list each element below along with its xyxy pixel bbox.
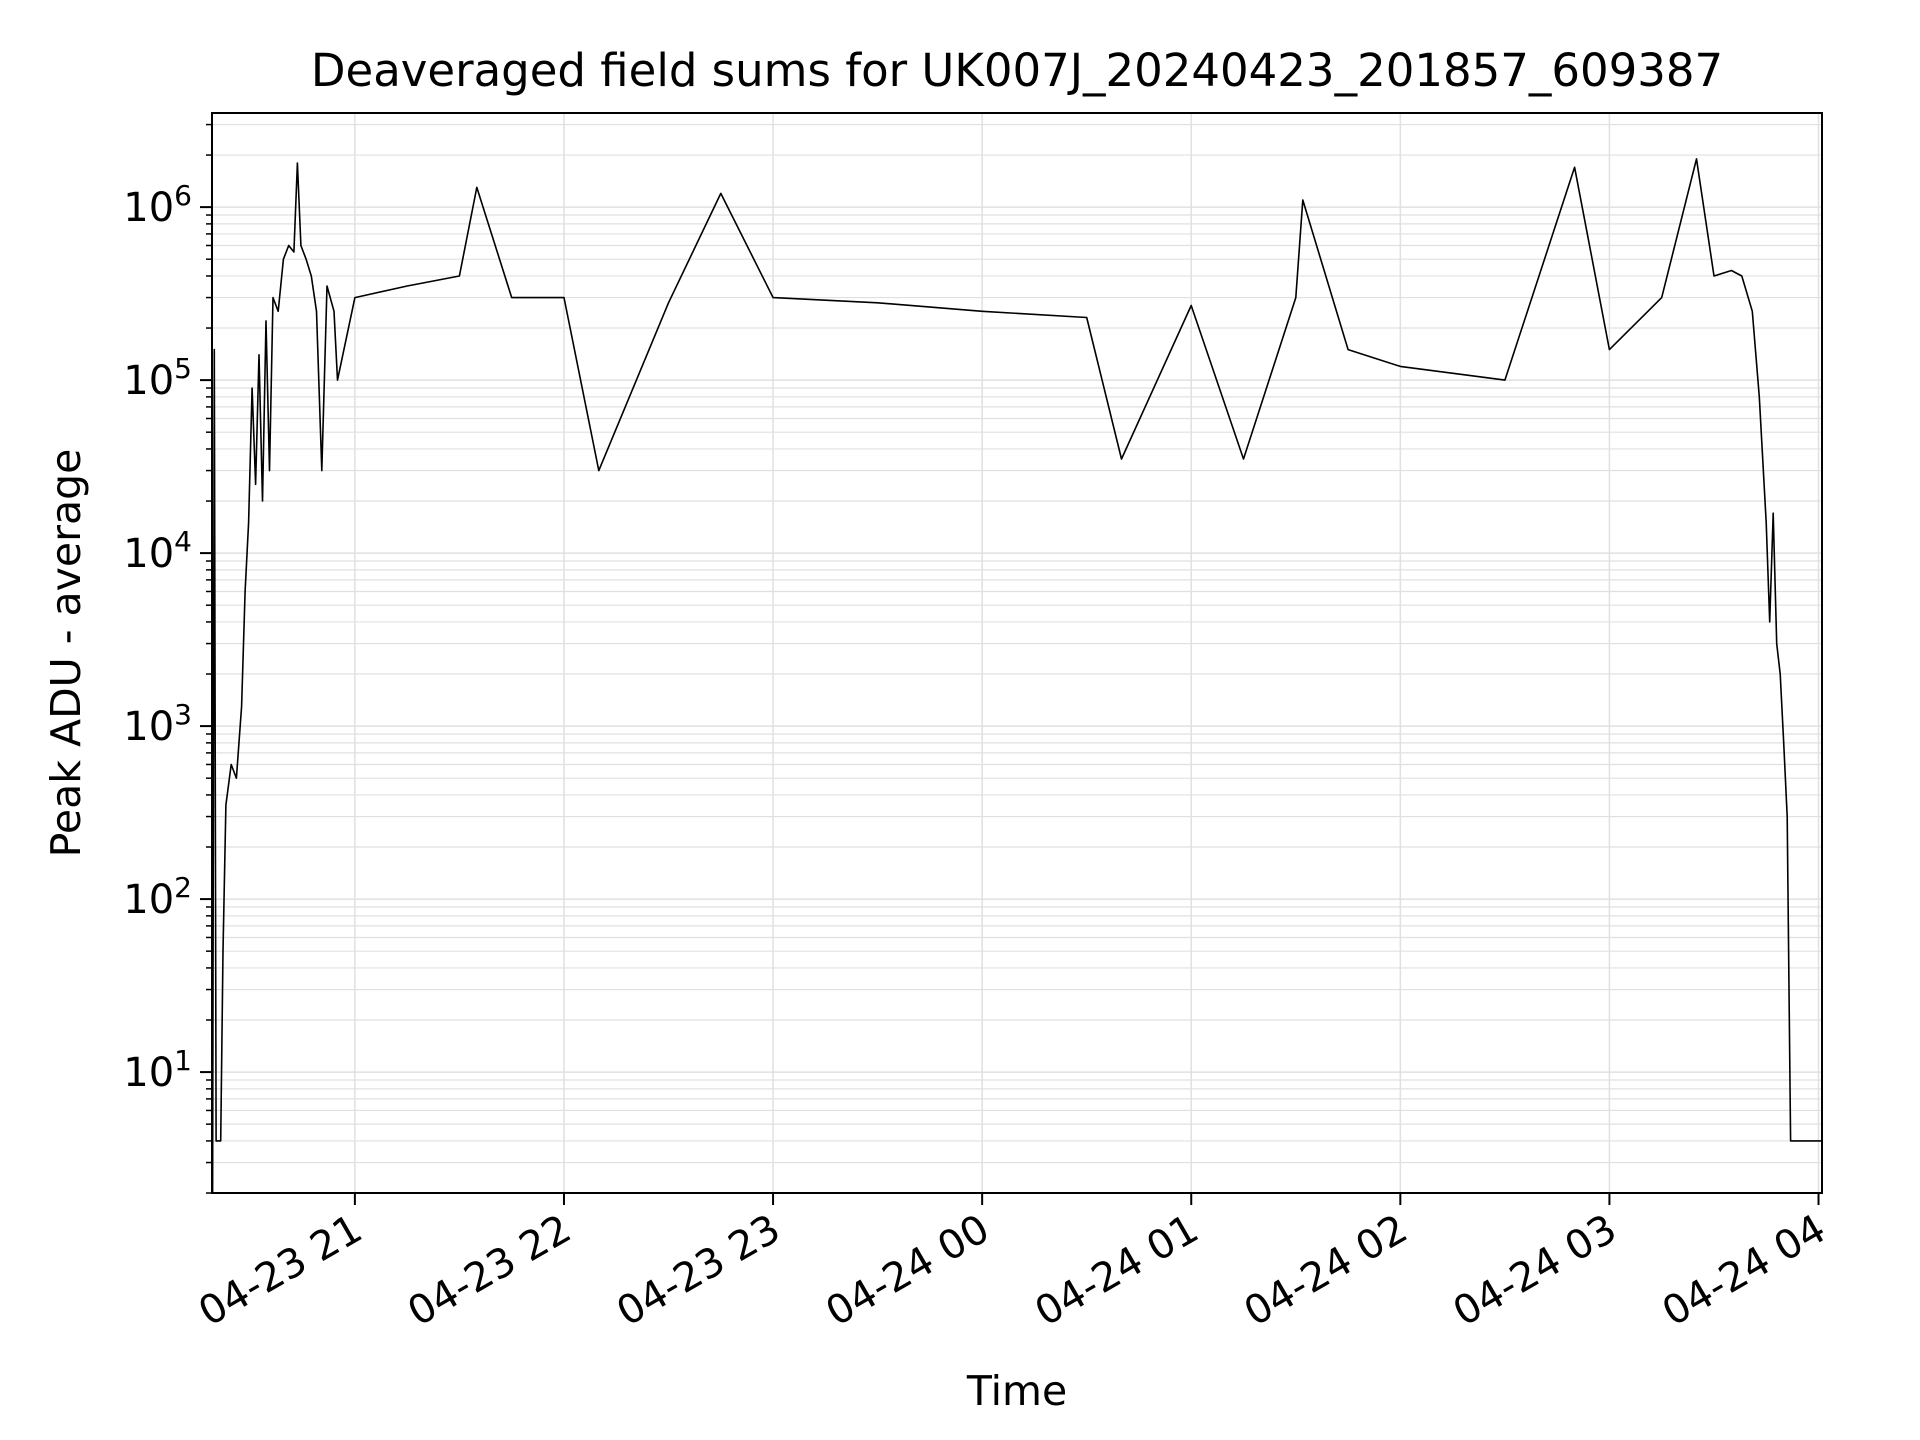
y-tick-label: 102 — [123, 871, 192, 923]
chart-title: Deaveraged field sums for UK007J_2024042… — [311, 44, 1723, 97]
y-tick-label: 104 — [123, 525, 192, 577]
y-tick-label: 106 — [123, 179, 192, 231]
y-axis-label: Peak ADU - average — [42, 449, 90, 858]
y-tick-label: 101 — [123, 1044, 192, 1096]
plot-frame — [211, 112, 1823, 1194]
series-line — [211, 158, 1822, 1194]
series-layer — [211, 158, 1822, 1194]
x-axis-label: Time — [966, 1367, 1067, 1415]
y-tick-label: 103 — [123, 698, 192, 750]
y-tick-label: 105 — [123, 352, 192, 404]
